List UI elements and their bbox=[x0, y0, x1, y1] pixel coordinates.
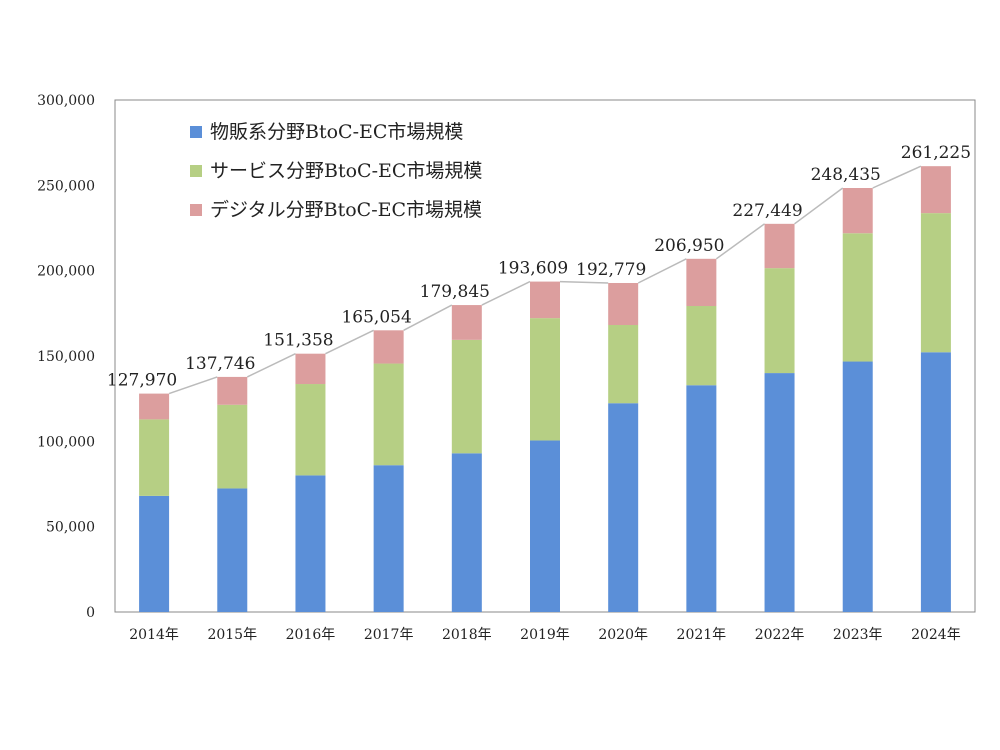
y-tick-label: 250,000 bbox=[37, 178, 95, 194]
bar-segment bbox=[920, 352, 951, 612]
total-label: 261,225 bbox=[901, 143, 971, 163]
bar-segment bbox=[373, 330, 404, 364]
y-tick-label: 50,000 bbox=[46, 520, 95, 536]
x-tick-label: 2020年 bbox=[598, 627, 648, 643]
total-line bbox=[872, 165, 922, 189]
legend-label: デジタル分野BtoC-EC市場規模 bbox=[210, 199, 482, 221]
total-label: 151,358 bbox=[263, 331, 333, 351]
total-label: 179,845 bbox=[420, 282, 490, 302]
total-line bbox=[325, 329, 374, 355]
bar-segment bbox=[373, 465, 404, 612]
bar-segment bbox=[764, 373, 795, 612]
bar-segment bbox=[686, 385, 717, 612]
x-tick-label: 2015年 bbox=[207, 627, 257, 643]
legend-swatch bbox=[190, 126, 202, 138]
total-line bbox=[559, 280, 609, 284]
total-label: 206,950 bbox=[654, 236, 724, 256]
bar-segment bbox=[451, 305, 482, 340]
bar-segment bbox=[139, 419, 170, 496]
total-line bbox=[637, 258, 687, 284]
bar-segment bbox=[295, 384, 326, 476]
total-label: 248,435 bbox=[811, 165, 881, 185]
total-label: 192,779 bbox=[576, 260, 646, 280]
bar-segment bbox=[530, 281, 560, 319]
x-tick-label: 2019年 bbox=[520, 627, 570, 643]
y-tick-label: 200,000 bbox=[37, 264, 95, 280]
x-tick-label: 2016年 bbox=[286, 627, 336, 643]
legend-label: 物販系分野BtoC-EC市場規模 bbox=[210, 121, 463, 143]
x-tick-label: 2024年 bbox=[911, 627, 961, 643]
bar-segment bbox=[451, 339, 482, 454]
bar-segment bbox=[842, 188, 873, 234]
y-tick-label: 150,000 bbox=[37, 349, 95, 365]
total-line bbox=[715, 223, 765, 260]
bar-segment bbox=[139, 393, 170, 420]
bar-segment bbox=[686, 258, 717, 307]
total-label: 193,609 bbox=[498, 259, 568, 279]
bar-segment bbox=[373, 363, 404, 466]
y-tick-label: 100,000 bbox=[37, 434, 95, 450]
total-label: 127,970 bbox=[107, 371, 177, 391]
x-tick-label: 2018年 bbox=[442, 627, 492, 643]
bar-segment bbox=[842, 361, 873, 612]
bar-segment bbox=[608, 282, 639, 325]
total-label: 227,449 bbox=[732, 201, 802, 221]
bar-segment bbox=[686, 306, 717, 386]
legend-swatch bbox=[190, 204, 202, 216]
x-tick-label: 2023年 bbox=[833, 627, 883, 643]
bar-segment bbox=[920, 166, 951, 214]
y-tick-label: 0 bbox=[86, 605, 95, 621]
total-line bbox=[794, 187, 844, 225]
bar-segment bbox=[217, 488, 248, 612]
bar-segment bbox=[920, 213, 951, 353]
total-label: 137,746 bbox=[185, 354, 255, 374]
total-line bbox=[403, 304, 453, 331]
bar-segment bbox=[295, 475, 326, 612]
x-tick-label: 2017年 bbox=[364, 627, 414, 643]
legend-swatch bbox=[190, 165, 202, 177]
x-tick-label: 2021年 bbox=[677, 627, 727, 643]
bar-segment bbox=[764, 268, 795, 374]
bar-segment bbox=[842, 233, 873, 362]
bar-segment bbox=[217, 404, 248, 489]
bar-segment bbox=[608, 324, 639, 404]
bar-segment bbox=[295, 353, 326, 385]
x-tick-label: 2014年 bbox=[129, 627, 179, 643]
bar-segment bbox=[139, 495, 170, 612]
bar-segment bbox=[217, 376, 248, 405]
bar-segment bbox=[530, 440, 560, 612]
y-tick-label: 300,000 bbox=[37, 93, 95, 109]
bar-segment bbox=[608, 403, 639, 612]
total-line bbox=[481, 280, 531, 306]
x-tick-label: 2022年 bbox=[755, 627, 805, 643]
bar-segment bbox=[764, 223, 795, 269]
bar-segment bbox=[451, 453, 482, 612]
total-line bbox=[246, 353, 296, 378]
total-line bbox=[168, 376, 218, 395]
legend-label: サービス分野BtoC-EC市場規模 bbox=[210, 160, 482, 182]
total-label: 165,054 bbox=[341, 307, 411, 327]
bar-segment bbox=[530, 318, 560, 441]
